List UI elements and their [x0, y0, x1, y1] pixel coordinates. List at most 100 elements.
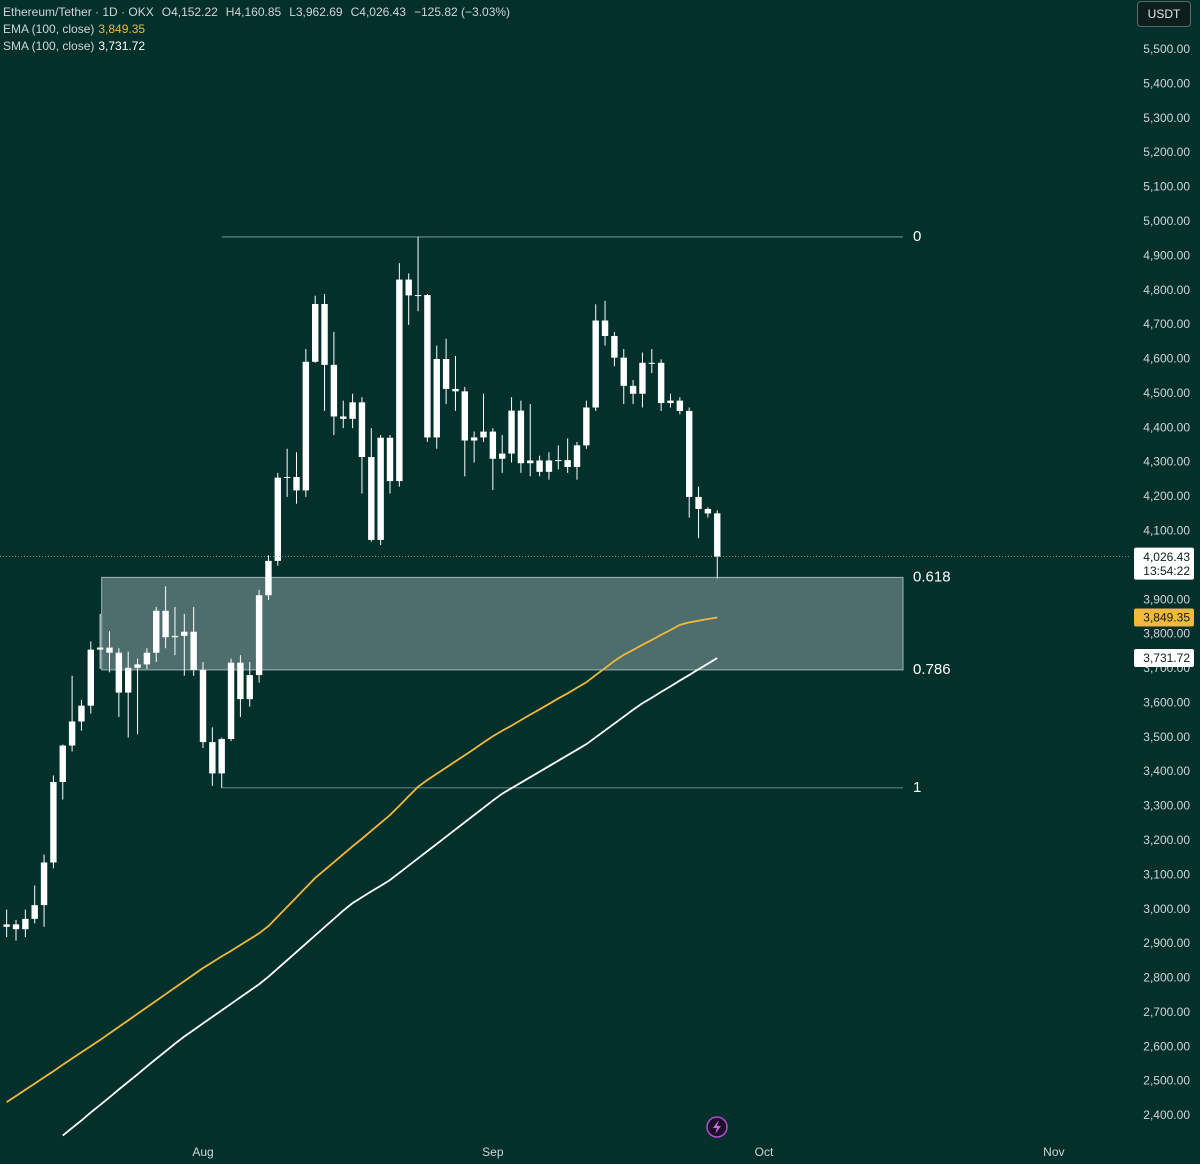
candle-body [68, 721, 76, 746]
candle-body [592, 320, 599, 408]
fib-label: 0 [913, 228, 921, 245]
event-icon[interactable] [706, 1116, 728, 1138]
indicator-price-tag: 3,849.35 [1143, 611, 1190, 625]
y-tick-label: 3,800.00 [1143, 627, 1190, 641]
change: −125.82 (−3.03%) [413, 5, 511, 19]
y-tick-label: 2,500.00 [1143, 1074, 1190, 1088]
y-tick-label: 4,800.00 [1143, 283, 1190, 297]
y-tick-label: 4,300.00 [1143, 455, 1190, 469]
candle-body [125, 667, 132, 693]
candle-body [461, 391, 468, 441]
fib-label: 0.786 [913, 661, 951, 678]
candle-body [695, 496, 702, 509]
y-tick-label: 4,500.00 [1143, 386, 1190, 400]
candle-body [667, 400, 674, 404]
candle-body [59, 745, 66, 783]
indicator-name: SMA (100, close) [3, 39, 95, 53]
y-tick-label: 5,500.00 [1143, 42, 1190, 56]
candle-body [330, 364, 338, 417]
candle-body [78, 705, 85, 722]
y-tick-label: 4,900.00 [1143, 248, 1190, 262]
candle-body [714, 513, 721, 557]
currency-button[interactable]: USDT [1137, 1, 1191, 27]
y-tick-label: 3,500.00 [1143, 730, 1190, 744]
y-tick-label: 4,200.00 [1143, 489, 1190, 503]
candle-body [50, 782, 57, 863]
symbol-title: Ethereum/Tether · 1D · OKX [3, 5, 154, 19]
ohlc-key: O [161, 5, 172, 19]
candle-body [517, 410, 525, 464]
ohlc-value: 4,026.43 [359, 5, 406, 19]
indicator-row[interactable]: SMA (100, close) 3,731.72 [3, 38, 510, 55]
candle-body [676, 400, 684, 411]
candle-body [601, 320, 609, 336]
candle-body [227, 662, 235, 740]
price-axis: 2,400.00 2,500.00 2,600.00 2,700.00 2,800.00… [1143, 42, 1190, 1122]
candle-body [265, 560, 272, 596]
last-price-tag-bg [1134, 547, 1194, 580]
y-tick-label: 2,900.00 [1143, 936, 1190, 950]
candle-body [629, 385, 637, 394]
candle-body [190, 631, 197, 670]
candle-body [302, 361, 310, 491]
x-tick-label: Aug [192, 1145, 213, 1159]
candle-body [377, 437, 384, 540]
candle-body [686, 410, 693, 497]
ohlc-value: 3,962.69 [295, 5, 343, 19]
y-tick-label: 4,100.00 [1143, 523, 1190, 537]
y-tick-label: 5,300.00 [1143, 111, 1190, 125]
y-tick-label: 5,400.00 [1143, 76, 1190, 90]
plot-area [3, 236, 904, 1137]
candle-body [12, 924, 20, 930]
indicator-row[interactable]: EMA (100, close) 3,849.35 [3, 21, 510, 38]
y-tick-label: 4,600.00 [1143, 352, 1190, 366]
y-tick-label: 3,900.00 [1143, 592, 1190, 606]
fib-label: 0.618 [913, 568, 951, 585]
last-price-tag: 4,026.43 [1143, 550, 1190, 564]
ohlc-value: 4,152.22 [171, 5, 218, 19]
candle-body [470, 437, 478, 441]
candle-body [96, 647, 104, 650]
candle-body [199, 669, 207, 743]
y-tick-label: 4,700.00 [1143, 317, 1190, 331]
candle-body [414, 295, 422, 297]
candle-body [218, 739, 225, 774]
ohlc-key: L [289, 5, 296, 19]
candle-body [171, 635, 179, 638]
candle-body [648, 362, 655, 364]
candle-body [527, 460, 534, 464]
candle-body [573, 445, 581, 468]
candle-body [583, 407, 590, 446]
candle-body [442, 359, 450, 389]
candle-body [87, 649, 94, 706]
ohlc-value: 4,160.85 [234, 5, 282, 19]
indicator-line [6, 616, 718, 1103]
x-tick-label: Sep [482, 1145, 504, 1159]
y-tick-label: 3,400.00 [1143, 764, 1190, 778]
candle-body [545, 460, 553, 472]
candle-body [312, 304, 319, 362]
y-tick-label: 3,200.00 [1143, 833, 1190, 847]
y-tick-label: 2,800.00 [1143, 971, 1190, 985]
y-tick-label: 5,000.00 [1143, 214, 1190, 228]
candle-body [358, 402, 366, 458]
candle-body [162, 610, 169, 638]
candle-body [368, 457, 375, 540]
y-tick-label: 4,400.00 [1143, 420, 1190, 434]
candle-body [246, 675, 253, 700]
ohlc-key: H [225, 5, 235, 19]
countdown: 13:54:22 [1143, 564, 1190, 578]
candle-body [22, 918, 29, 930]
candle-body [143, 652, 151, 665]
candle-body [293, 476, 300, 491]
candle-body [31, 905, 38, 919]
candle-body [536, 460, 543, 472]
y-tick-label: 2,400.00 [1143, 1108, 1190, 1122]
indicator-price-tag-bg [1134, 648, 1194, 667]
candle-body [452, 388, 459, 392]
candle-body [657, 362, 665, 404]
candle-body [181, 631, 188, 636]
candle-body [480, 431, 487, 438]
